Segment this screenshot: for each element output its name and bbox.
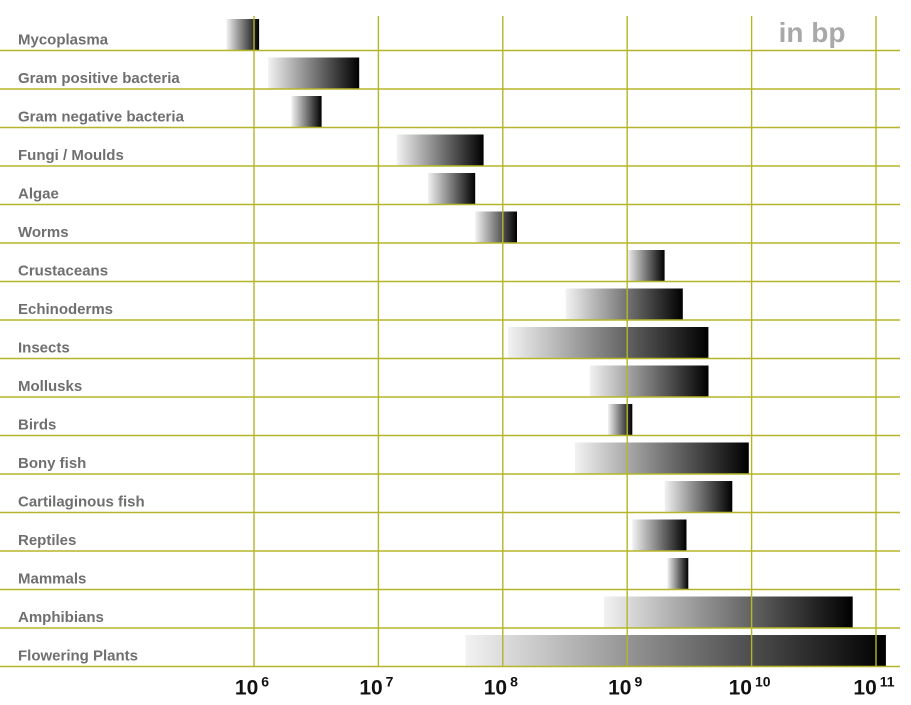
bar-mollusks [589, 365, 709, 397]
x-tick-label: 10 6 [235, 674, 269, 700]
tick-exponent: 11 [880, 674, 895, 690]
x-tick-label: 10 8 [484, 674, 518, 700]
category-label: Crustaceans [18, 263, 108, 280]
tick-base: 10 [484, 677, 507, 700]
tick-base: 10 [853, 677, 876, 700]
category-label: Reptiles [18, 532, 76, 549]
category-label: Fungi / Moulds [18, 147, 124, 164]
x-tick-label: 10 10 [729, 674, 771, 700]
tick-base: 10 [359, 677, 382, 700]
category-label: Mollusks [18, 378, 82, 395]
tick-base: 10 [729, 677, 752, 700]
category-label: Echinoderms [18, 301, 113, 318]
tick-exponent: 8 [510, 674, 518, 690]
category-label: Mammals [18, 571, 86, 588]
tick-exponent: 10 [755, 674, 771, 690]
bars-layer [226, 19, 886, 667]
category-label: Amphibians [18, 609, 104, 626]
category-label: Gram negative bacteria [18, 109, 185, 126]
tick-exponent: 9 [634, 674, 642, 690]
grid-layer [0, 16, 900, 668]
bar-cartilaginous-fish [664, 481, 733, 513]
bar-amphibians [603, 596, 853, 628]
bar-flowering-plants [465, 635, 886, 667]
bar-crustaceans [627, 250, 665, 282]
category-labels: Mycoplasma Gram positive bacteria Gram neg… [18, 32, 185, 665]
bar-fungi-moulds [396, 134, 484, 166]
x-tick-label: 10 9 [608, 674, 642, 700]
category-label: Worms [18, 224, 69, 241]
tick-exponent: 7 [386, 674, 394, 690]
bar-insects [507, 327, 709, 359]
x-tick-labels: 10 6 10 7 10 8 10 9 10 10 10 11 [235, 674, 895, 700]
bar-echinoderms [565, 288, 683, 320]
category-label: Mycoplasma [18, 32, 109, 49]
tick-base: 10 [608, 677, 631, 700]
category-label: Gram positive bacteria [18, 70, 180, 87]
bar-bony-fish [574, 442, 749, 474]
category-label: Bony fish [18, 455, 86, 472]
category-label: Flowering Plants [18, 648, 138, 665]
category-label: Birds [18, 417, 56, 434]
unit-label: in bp [779, 17, 846, 48]
tick-exponent: 6 [261, 674, 269, 690]
category-label: Cartilaginous fish [18, 494, 145, 511]
bar-mammals [667, 558, 689, 590]
bar-gram-negative-bacteria [291, 96, 322, 128]
bar-worms [475, 211, 517, 243]
category-label: Insects [18, 340, 70, 357]
x-tick-label: 10 11 [853, 674, 894, 700]
bar-gram-positive-bacteria [268, 57, 360, 89]
category-label: Algae [18, 186, 59, 203]
bar-reptiles [632, 519, 687, 551]
tick-base: 10 [235, 677, 258, 700]
x-tick-label: 10 7 [359, 674, 393, 700]
bar-birds [607, 404, 633, 436]
bar-algae [427, 173, 476, 205]
